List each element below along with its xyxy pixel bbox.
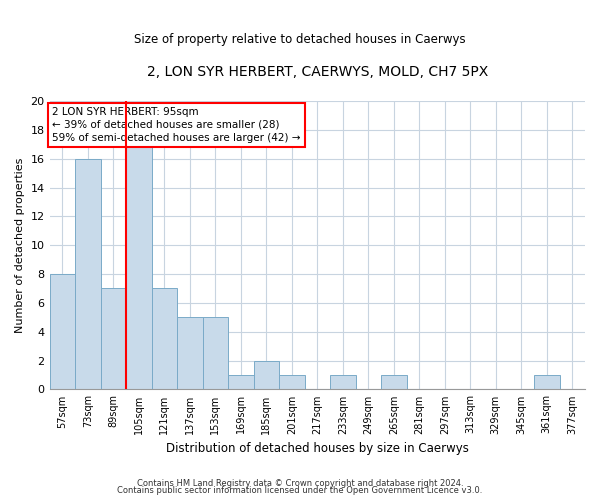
Bar (254, 360, 279, 390)
Bar (330, 375, 356, 390)
Text: Contains public sector information licensed under the Open Government Licence v3: Contains public sector information licen… (118, 486, 482, 495)
Bar (126, 144, 152, 390)
Bar (177, 318, 203, 390)
Y-axis label: Number of detached properties: Number of detached properties (15, 158, 25, 333)
Bar (228, 375, 254, 390)
Bar (75, 158, 101, 390)
Bar (101, 288, 126, 390)
Text: 2 LON SYR HERBERT: 95sqm
← 39% of detached houses are smaller (28)
59% of semi-d: 2 LON SYR HERBERT: 95sqm ← 39% of detach… (52, 107, 301, 143)
X-axis label: Distribution of detached houses by size in Caerwys: Distribution of detached houses by size … (166, 442, 469, 455)
Bar (534, 375, 560, 390)
Bar (50, 274, 75, 390)
Text: Contains HM Land Registry data © Crown copyright and database right 2024.: Contains HM Land Registry data © Crown c… (137, 478, 463, 488)
Text: Size of property relative to detached houses in Caerwys: Size of property relative to detached ho… (134, 32, 466, 46)
Bar (381, 375, 407, 390)
Bar (279, 375, 305, 390)
Bar (203, 318, 228, 390)
Title: 2, LON SYR HERBERT, CAERWYS, MOLD, CH7 5PX: 2, LON SYR HERBERT, CAERWYS, MOLD, CH7 5… (146, 65, 488, 79)
Bar (152, 288, 177, 390)
